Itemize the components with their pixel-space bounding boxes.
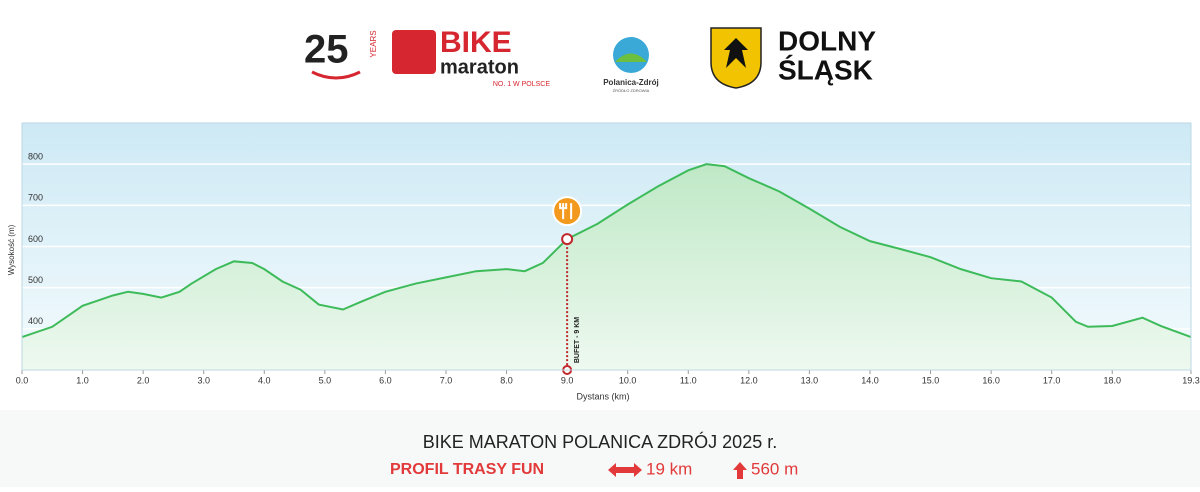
logo-bike: BIKE (440, 26, 512, 59)
x-tick-label: 5.0 (319, 375, 332, 385)
x-tick-label: 15.0 (922, 375, 940, 385)
logo-town: Polanica-Zdrój (603, 78, 659, 87)
x-tick-label: 10.0 (619, 375, 637, 385)
logo-region-2: ŚLĄSK (778, 54, 873, 85)
y-axis-label: Wysokość (m) (7, 224, 16, 275)
x-tick-label: 2.0 (137, 375, 150, 385)
y-tick-label: 400 (28, 316, 43, 326)
x-tick-label: 9.0 (561, 375, 574, 385)
elevation-line (21, 163, 1192, 339)
logo-town-hill (615, 53, 647, 62)
chart: 400 500 600 700 800 0.0 1.0 2.0 3.0 4.0 5.0 6.0 7.0 8… (16, 152, 1200, 386)
footer-distance: 19 km (646, 459, 692, 478)
annotation-icon (552, 196, 583, 227)
distance-icon (608, 463, 642, 477)
x-tick-label: 12.0 (740, 375, 758, 385)
logo-icon (392, 30, 436, 74)
climb-icon (733, 462, 747, 479)
logo-years-number: 25 (304, 28, 349, 72)
y-tick-label: 600 (28, 234, 43, 244)
x-tick-label: 0.0 (16, 375, 29, 385)
y-tick-label: 500 (28, 275, 43, 285)
x-axis-label: Dystans (km) (576, 391, 629, 401)
x-tick-label: 4.0 (258, 375, 271, 385)
logo-laurel (311, 70, 361, 80)
x-tick-label: 13.0 (801, 375, 819, 385)
x-tick-label: 19.3 (1182, 375, 1200, 385)
logo-region-eagle (724, 38, 748, 68)
annotation-label: BUFET - 9 KM (574, 317, 581, 363)
footer-climb: 560 m (751, 459, 798, 478)
plot-frame (21, 122, 1192, 371)
annotation-point (561, 233, 574, 246)
x-tick-label: 18.0 (1103, 375, 1121, 385)
x-tick-label: 11.0 (680, 375, 697, 385)
header: 25 YEARS BIKE maraton NO. 1 W POLSCE Pol… (304, 25, 876, 93)
y-tick-label: 700 (28, 193, 43, 203)
x-tick-label: 8.0 (500, 375, 513, 385)
footer-background (0, 410, 1200, 487)
logo-town-tagline: ŹRÓDŁO ZDROWIA (613, 88, 650, 93)
x-tick-label: 17.0 (1043, 375, 1061, 385)
footer-subtitle: PROFIL TRASY FUN (390, 461, 544, 478)
logo-years-text: YEARS (369, 30, 378, 57)
y-tick-label: 800 (28, 152, 43, 162)
annotation-icon-cutlery (559, 203, 573, 220)
x-tick-label: 14.0 (861, 375, 879, 385)
logo-tagline: NO. 1 W POLSCE (493, 81, 551, 88)
logo-maraton: maraton (440, 56, 519, 78)
x-tick-label: 6.0 (379, 375, 392, 385)
x-tick-label: 16.0 (982, 375, 1000, 385)
x-tick-label: 1.0 (76, 375, 89, 385)
footer-title: BIKE MARATON POLANICA ZDRÓJ 2025 r. (423, 431, 777, 452)
area-fill (22, 164, 1191, 370)
x-tick-label: 7.0 (440, 375, 453, 385)
logo-region-1: DOLNY (778, 25, 876, 56)
x-tick-label: 3.0 (197, 375, 210, 385)
